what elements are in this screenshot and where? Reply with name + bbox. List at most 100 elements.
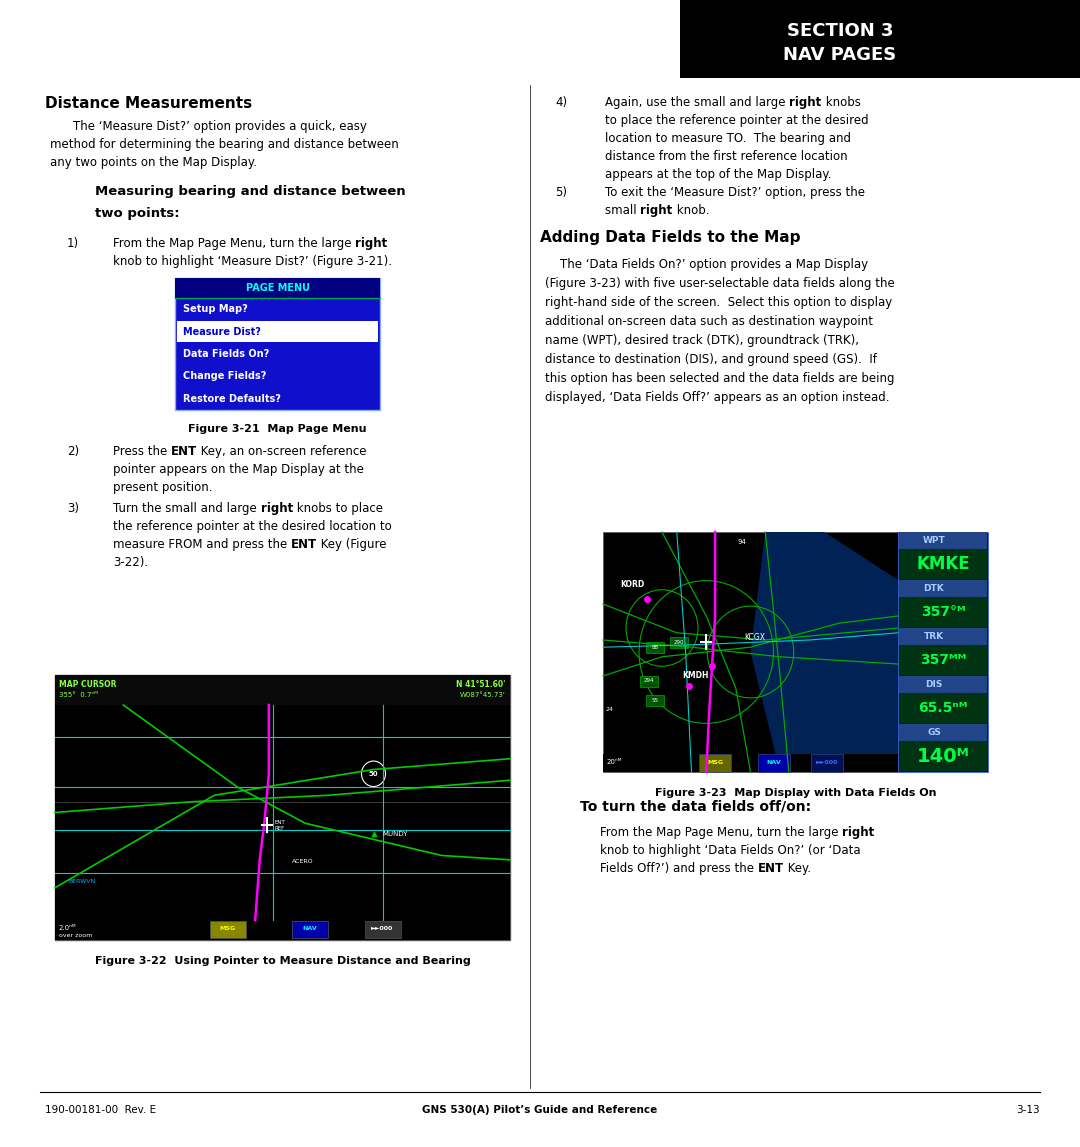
Text: 1): 1) <box>67 237 79 250</box>
Text: right-hand side of the screen.  Select this option to display: right-hand side of the screen. Select th… <box>545 296 892 309</box>
Bar <box>175 278 380 298</box>
Text: ENT: ENT <box>291 538 318 551</box>
Text: To exit the ‘Measure Dist?’ option, press the: To exit the ‘Measure Dist?’ option, pres… <box>605 186 865 198</box>
Bar <box>210 921 246 938</box>
Text: NAV: NAV <box>302 927 318 931</box>
Text: 357°ᴹ: 357°ᴹ <box>920 606 966 619</box>
Text: Press the: Press the <box>113 445 171 458</box>
Text: ►►000: ►►000 <box>816 760 838 765</box>
Text: MAP CURSOR: MAP CURSOR <box>59 680 117 689</box>
Text: this option has been selected and the data fields are being: this option has been selected and the da… <box>545 372 894 385</box>
Text: 24: 24 <box>606 707 613 712</box>
Text: knobs to place: knobs to place <box>293 502 382 515</box>
Text: 88: 88 <box>651 645 659 649</box>
Text: GS: GS <box>927 728 941 738</box>
Bar <box>899 532 987 549</box>
Text: Fields Off?’) and press the: Fields Off?’) and press the <box>600 863 758 875</box>
Text: appears at the top of the Map Display.: appears at the top of the Map Display. <box>605 167 832 181</box>
Text: knob to highlight ‘Measure Dist?’ (Figure 3-21).: knob to highlight ‘Measure Dist?’ (Figur… <box>113 255 392 268</box>
Bar <box>177 321 378 342</box>
Bar <box>897 532 988 772</box>
Text: TRK: TRK <box>923 632 944 641</box>
Text: Again, use the small and large: Again, use the small and large <box>605 96 789 109</box>
Text: ACERO: ACERO <box>292 859 313 865</box>
Text: additional on-screen data such as destination waypoint: additional on-screen data such as destin… <box>545 315 873 328</box>
Text: displayed, ‘Data Fields Off?’ appears as an option instead.: displayed, ‘Data Fields Off?’ appears as… <box>545 391 890 404</box>
Text: 50: 50 <box>368 771 378 777</box>
Text: knob.: knob. <box>673 204 710 217</box>
Text: method for determining the bearing and distance between: method for determining the bearing and d… <box>50 138 399 151</box>
Text: NAV PAGES: NAV PAGES <box>783 46 896 64</box>
Text: knob to highlight ‘Data Fields On?’ (or ‘Data: knob to highlight ‘Data Fields On?’ (or … <box>600 844 861 857</box>
Text: PAGE MENU: PAGE MENU <box>245 283 310 292</box>
Text: pointer appears on the Map Display at the: pointer appears on the Map Display at th… <box>113 463 364 476</box>
Text: KCGX: KCGX <box>744 633 766 642</box>
Bar <box>292 921 328 938</box>
Text: Adding Data Fields to the Map: Adding Data Fields to the Map <box>540 231 800 245</box>
Bar <box>175 278 380 409</box>
Bar <box>899 629 987 646</box>
Text: Setup Map?: Setup Map? <box>183 304 247 314</box>
Text: DTK: DTK <box>923 584 944 593</box>
Text: 94: 94 <box>738 539 746 545</box>
Text: right: right <box>640 204 673 217</box>
Text: KORD: KORD <box>621 580 645 590</box>
Text: 65.5ⁿᴹ: 65.5ⁿᴹ <box>918 701 968 716</box>
Text: Change Fields?: Change Fields? <box>183 372 267 382</box>
Text: Measuring bearing and distance between: Measuring bearing and distance between <box>95 185 406 198</box>
Text: right: right <box>355 237 388 250</box>
Text: KMKE: KMKE <box>916 555 970 574</box>
Text: over zoom: over zoom <box>59 933 92 938</box>
Bar <box>55 674 510 941</box>
Text: 3-13: 3-13 <box>1016 1105 1040 1115</box>
Text: N 41°51.60': N 41°51.60' <box>457 680 507 689</box>
Text: To turn the data fields off/on:: To turn the data fields off/on: <box>580 799 811 814</box>
Text: BERWVN: BERWVN <box>69 879 96 884</box>
Bar <box>899 580 987 598</box>
Bar <box>603 754 897 772</box>
Text: Key, an on-screen reference: Key, an on-screen reference <box>198 445 366 458</box>
Bar <box>646 642 664 653</box>
Text: distance to destination (DIS), and ground speed (GS).  If: distance to destination (DIS), and groun… <box>545 353 877 366</box>
Text: MUNDY: MUNDY <box>382 830 408 837</box>
Text: 190-00181-00  Rev. E: 190-00181-00 Rev. E <box>45 1105 157 1115</box>
Text: 355°  0.7ⁿᴹ: 355° 0.7ⁿᴹ <box>59 692 98 699</box>
Bar <box>899 549 987 579</box>
Bar <box>603 532 897 772</box>
Bar <box>811 754 843 772</box>
Text: ►►000: ►►000 <box>372 927 394 931</box>
Text: 55: 55 <box>651 697 659 702</box>
Text: 20ⁿᴹ: 20ⁿᴹ <box>607 759 622 765</box>
Bar <box>640 676 658 687</box>
Text: 357ᴹᴹ: 357ᴹᴹ <box>920 653 967 668</box>
Bar <box>899 598 987 627</box>
Text: measure FROM and press the: measure FROM and press the <box>113 538 291 551</box>
Text: two points:: two points: <box>95 206 179 220</box>
Text: From the Map Page Menu, turn the large: From the Map Page Menu, turn the large <box>600 826 842 838</box>
Text: 3-22).: 3-22). <box>113 556 148 569</box>
Text: location to measure TO.  The bearing and: location to measure TO. The bearing and <box>605 132 851 145</box>
Bar <box>758 754 791 772</box>
Text: to place the reference pointer at the desired: to place the reference pointer at the de… <box>605 114 868 127</box>
Text: right: right <box>842 826 875 838</box>
Bar <box>55 705 510 920</box>
Bar <box>899 693 987 723</box>
Text: The ‘Data Fields On?’ option provides a Map Display: The ‘Data Fields On?’ option provides a … <box>545 258 868 271</box>
Text: ENT: ENT <box>758 863 784 875</box>
Text: Data Fields On?: Data Fields On? <box>183 349 269 359</box>
Text: GNS 530(A) Pilot’s Guide and Reference: GNS 530(A) Pilot’s Guide and Reference <box>422 1105 658 1115</box>
Text: distance from the first reference location: distance from the first reference locati… <box>605 150 848 163</box>
Text: Key (Figure: Key (Figure <box>318 538 387 551</box>
Bar <box>680 0 1080 78</box>
Text: DIS: DIS <box>926 680 943 689</box>
Bar <box>899 646 987 676</box>
Text: right: right <box>789 96 822 109</box>
Text: The ‘Measure Dist?’ option provides a quick, easy: The ‘Measure Dist?’ option provides a qu… <box>73 120 367 133</box>
Text: the reference pointer at the desired location to: the reference pointer at the desired loc… <box>113 520 392 533</box>
Text: WPT: WPT <box>922 536 945 545</box>
Text: right: right <box>260 502 293 515</box>
Text: any two points on the Map Display.: any two points on the Map Display. <box>50 156 257 169</box>
Text: 3): 3) <box>67 502 79 515</box>
Text: 5): 5) <box>555 186 567 198</box>
Bar <box>899 676 987 693</box>
